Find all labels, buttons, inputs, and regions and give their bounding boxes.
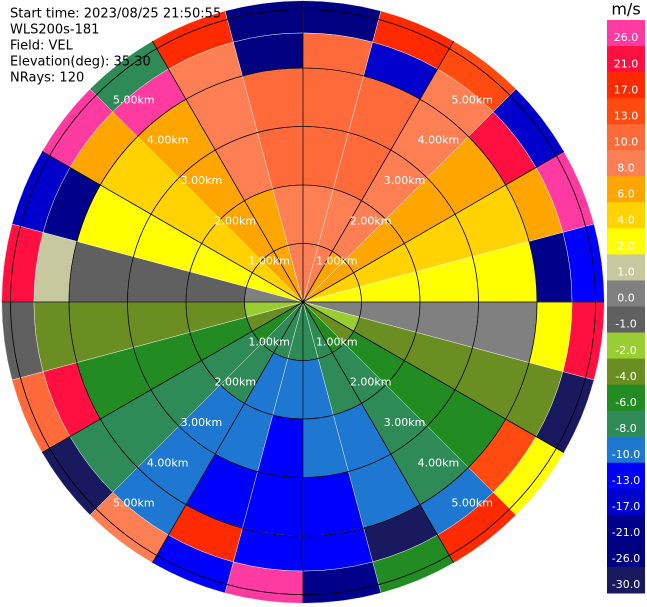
colorbar-label: 6.0 xyxy=(617,188,635,201)
header-line: Start time: 2023/08/25 21:50:55 xyxy=(10,7,221,22)
range-label: 5.00km xyxy=(113,93,155,106)
range-label: 1.00km xyxy=(248,255,290,268)
range-label: 4.00km xyxy=(418,134,460,147)
colorbar-label: -1.0 xyxy=(615,318,636,331)
colorbar-band xyxy=(607,462,645,490)
spoke xyxy=(152,40,454,564)
colorbar-label: -2.0 xyxy=(615,344,636,357)
range-label: 2.00km xyxy=(215,376,257,389)
colorbar-band xyxy=(607,540,645,568)
range-label: 5.00km xyxy=(451,93,493,106)
colorbar-label: 0.0 xyxy=(617,292,635,305)
colorbar-label: -21.0 xyxy=(612,526,640,539)
header-line: Elevation(deg): 35.30 xyxy=(10,55,151,70)
colorbar-band xyxy=(607,150,645,177)
range-label: 3.00km xyxy=(181,174,223,187)
range-label: 4.00km xyxy=(418,456,460,469)
colorbar-band xyxy=(607,514,645,542)
colorbar-label: 8.0 xyxy=(617,161,635,174)
colorbar-label: -4.0 xyxy=(615,370,636,383)
colorbar-label: 1.0 xyxy=(617,266,635,279)
range-label: 3.00km xyxy=(384,416,426,429)
range-label: 1.00km xyxy=(316,335,358,348)
range-label: 2.00km xyxy=(350,376,392,389)
colorbar-band xyxy=(607,566,645,594)
header-line: WLS200s-181 xyxy=(10,23,99,38)
colorbar-label: -26.0 xyxy=(612,552,640,565)
colorbar-band xyxy=(607,280,645,307)
colorbar-label: -10.0 xyxy=(612,448,640,461)
range-ring xyxy=(10,9,596,595)
range-ring xyxy=(185,184,421,420)
colorbar-label: -30.0 xyxy=(612,578,640,591)
range-label: 5.00km xyxy=(451,497,493,510)
range-label: 1.00km xyxy=(248,335,290,348)
colorbar-band xyxy=(607,384,645,412)
colorbar-band xyxy=(607,228,645,255)
header-line: Field: VEL xyxy=(10,39,74,54)
range-label: 5.00km xyxy=(113,497,155,510)
range-ring xyxy=(68,67,538,537)
colorbar-band xyxy=(607,72,645,99)
range-label: 4.00km xyxy=(147,456,189,469)
colorbar-band xyxy=(607,306,645,334)
range-label: 2.00km xyxy=(350,214,392,227)
range-ring xyxy=(127,126,479,478)
header-line: NRays: 120 xyxy=(10,71,84,86)
colorbar-label: 26.0 xyxy=(614,31,639,44)
colorbar-band xyxy=(607,202,645,229)
range-label: 2.00km xyxy=(215,214,257,227)
range-label: 4.00km xyxy=(147,134,189,147)
colorbar-label: 13.0 xyxy=(614,109,639,122)
colorbar-band xyxy=(607,46,645,73)
colorbar-band xyxy=(607,124,645,151)
colorbar-label: 10.0 xyxy=(614,135,639,148)
overlay: 1.00km 1.00km 1.00km 1.00km 2.00km 2.00km 2.00… xyxy=(1,0,605,604)
colorbar-label: 21.0 xyxy=(614,57,639,70)
colorbar-label: -8.0 xyxy=(615,422,636,435)
colorbar-band xyxy=(607,358,645,386)
colorbar: 26.0 21.0 17.0 13.0 10.0 8.0 6.0 4.0 2.0 1.0 0.0 -1… xyxy=(607,20,645,594)
colorbar-label: -6.0 xyxy=(615,396,636,409)
range-ring xyxy=(244,243,362,361)
range-label: 1.00km xyxy=(316,255,358,268)
colorbar-band xyxy=(607,254,645,281)
colorbar-band xyxy=(607,176,645,203)
colorbar-band xyxy=(607,98,645,125)
colorbar-label: 2.0 xyxy=(617,240,635,253)
colorbar-label: -17.0 xyxy=(612,500,640,513)
colorbar-title: m/s xyxy=(611,0,640,19)
colorbar-band xyxy=(607,20,645,47)
colorbar-band xyxy=(607,436,645,464)
colorbar-band xyxy=(607,410,645,438)
colorbar-label: 17.0 xyxy=(614,83,639,96)
colorbar-band xyxy=(607,488,645,516)
range-label: 3.00km xyxy=(384,174,426,187)
colorbar-label: 4.0 xyxy=(617,214,635,227)
colorbar-band xyxy=(607,332,645,360)
colorbar-label: -13.0 xyxy=(612,474,640,487)
range-label: 3.00km xyxy=(181,416,223,429)
